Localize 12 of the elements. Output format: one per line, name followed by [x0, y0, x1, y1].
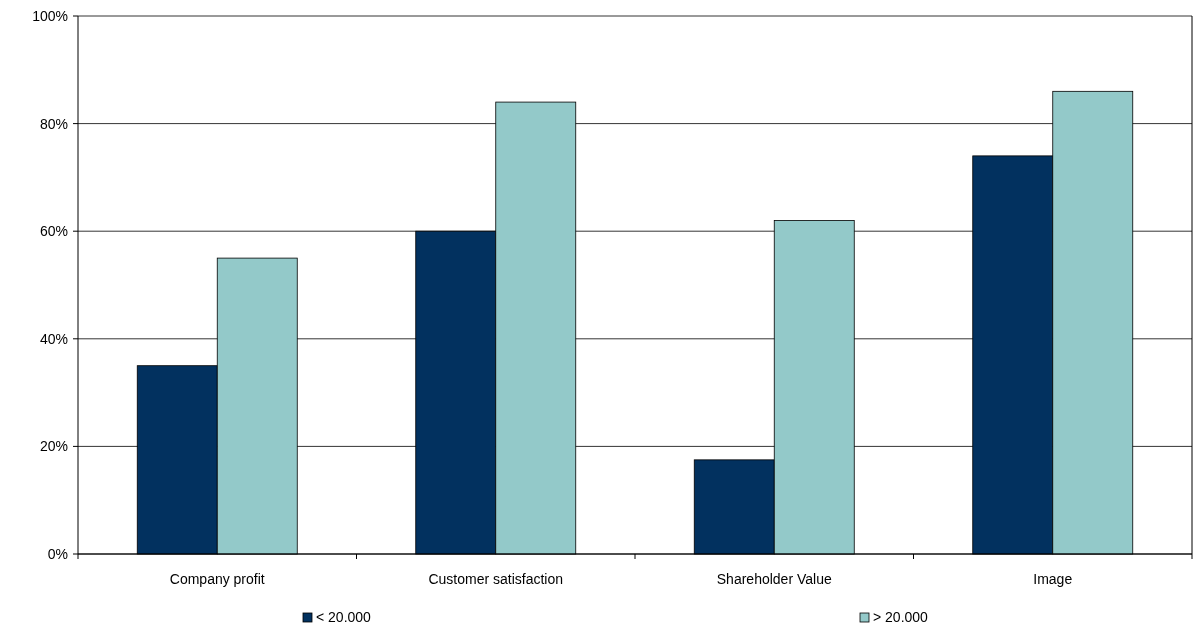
y-tick-label: 0% [47, 545, 68, 562]
x-tick-label: Customer satisfaction [428, 571, 564, 587]
x-tick-label: Company profit [169, 571, 265, 587]
x-tick-label: Shareholder Value [716, 571, 832, 587]
x-tick-label: Image [1033, 571, 1073, 587]
legend-label: < 20.000 [316, 609, 372, 625]
y-tick-label: 40% [39, 330, 68, 347]
y-tick-label: 100% [32, 7, 68, 24]
y-tick-label: 20% [39, 438, 68, 455]
y-tick-label: 80% [39, 115, 68, 132]
y-tick-label: 60% [39, 223, 68, 240]
legend-label: > 20.000 [873, 609, 929, 625]
